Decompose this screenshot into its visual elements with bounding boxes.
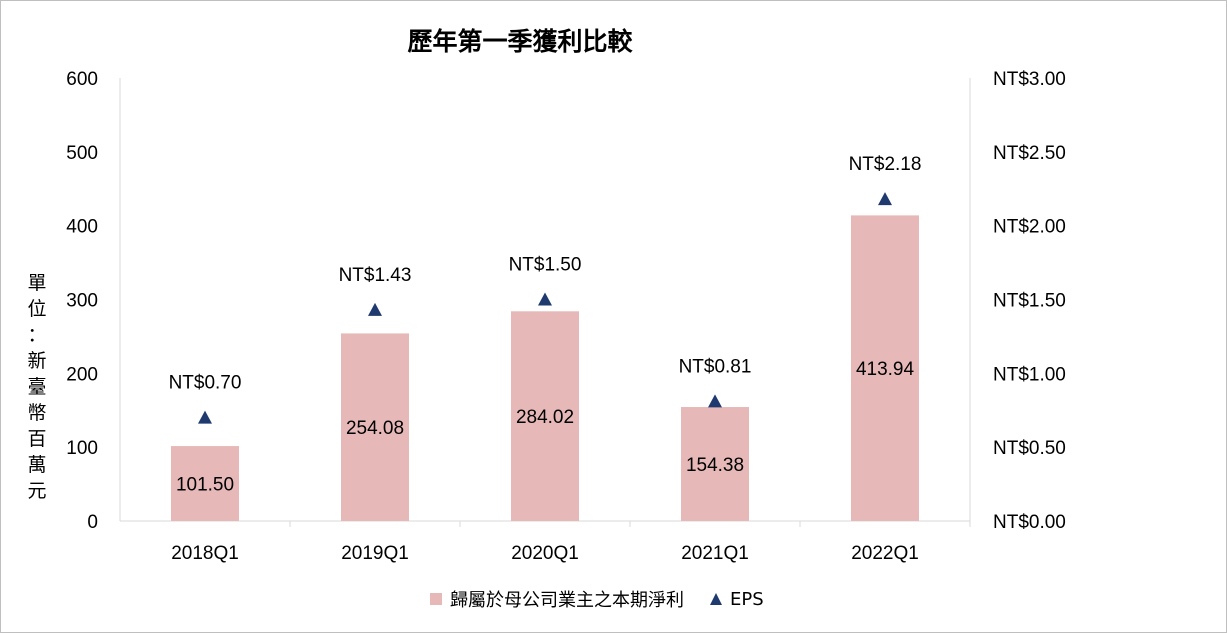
- bar: [511, 311, 579, 521]
- bar: [341, 333, 409, 521]
- x-tick-label: 2020Q1: [511, 543, 579, 564]
- bar-value-label: 101.50: [176, 475, 234, 496]
- eps-value-label: NT$2.18: [849, 154, 922, 175]
- y-axis-label-char: 幣: [27, 402, 47, 424]
- left-tick-label: 0: [87, 512, 98, 533]
- right-tick-label: NT$3.00: [993, 69, 1066, 90]
- legend-label-net-income: 歸屬於母公司業主之本期淨利: [450, 590, 684, 611]
- eps-marker: [708, 394, 722, 408]
- chart-title: 歷年第一季獲利比較: [407, 27, 633, 56]
- eps-marker: [198, 410, 212, 424]
- eps-marker: [878, 192, 892, 206]
- legend-label-eps: EPS: [730, 588, 764, 610]
- y-axis-label: 單位 ： 新臺幣百萬元: [22, 270, 52, 504]
- bar: [681, 407, 749, 521]
- y-axis-label-char: 位: [27, 298, 47, 320]
- x-tick-label: 2019Q1: [341, 543, 409, 564]
- right-tick-label: NT$0.00: [993, 512, 1066, 533]
- eps-value-label: NT$1.50: [509, 255, 582, 276]
- left-tick-label: 300: [66, 291, 98, 312]
- left-tick-label: 400: [66, 217, 98, 238]
- right-tick-label: NT$1.50: [993, 291, 1066, 312]
- bar-value-label: 413.94: [856, 359, 915, 380]
- legend-swatch-net-income: [430, 593, 442, 605]
- y-axis-label-char: 元: [27, 480, 47, 502]
- x-tick-label: 2021Q1: [681, 543, 749, 564]
- left-tick-label: 500: [66, 143, 98, 164]
- x-tick-label: 2022Q1: [851, 543, 919, 564]
- y-axis-label-char: 臺: [27, 376, 47, 398]
- y-axis-label-char: 新: [27, 350, 47, 372]
- legend-marker-eps: [710, 593, 722, 605]
- right-tick-label: NT$2.00: [993, 217, 1066, 238]
- bar: [851, 215, 919, 521]
- x-tick-label: 2018Q1: [171, 543, 239, 564]
- eps-marker: [538, 292, 552, 306]
- bar: [171, 446, 239, 521]
- right-tick-label: NT$0.50: [993, 438, 1066, 459]
- left-tick-label: 100: [66, 438, 98, 459]
- bar-value-label: 254.08: [346, 418, 404, 439]
- right-tick-label: NT$2.50: [993, 143, 1066, 164]
- legend: 歸屬於母公司業主之本期淨利 EPS: [430, 586, 764, 612]
- y-axis-label-char: 單: [27, 272, 47, 294]
- bar-value-label: 154.38: [686, 455, 744, 476]
- left-tick-label: 200: [66, 364, 98, 385]
- y-axis-label-char: 萬: [27, 454, 47, 476]
- eps-value-label: NT$0.81: [679, 356, 752, 377]
- left-tick-label: 600: [66, 69, 98, 90]
- right-tick-label: NT$1.00: [993, 364, 1066, 385]
- y-axis-label-char: ：: [27, 324, 47, 346]
- bar-value-label: 284.02: [516, 407, 574, 428]
- eps-value-label: NT$1.43: [339, 265, 412, 286]
- eps-marker: [368, 302, 382, 316]
- eps-value-label: NT$0.70: [169, 373, 242, 394]
- y-axis-label-char: 百: [27, 428, 47, 450]
